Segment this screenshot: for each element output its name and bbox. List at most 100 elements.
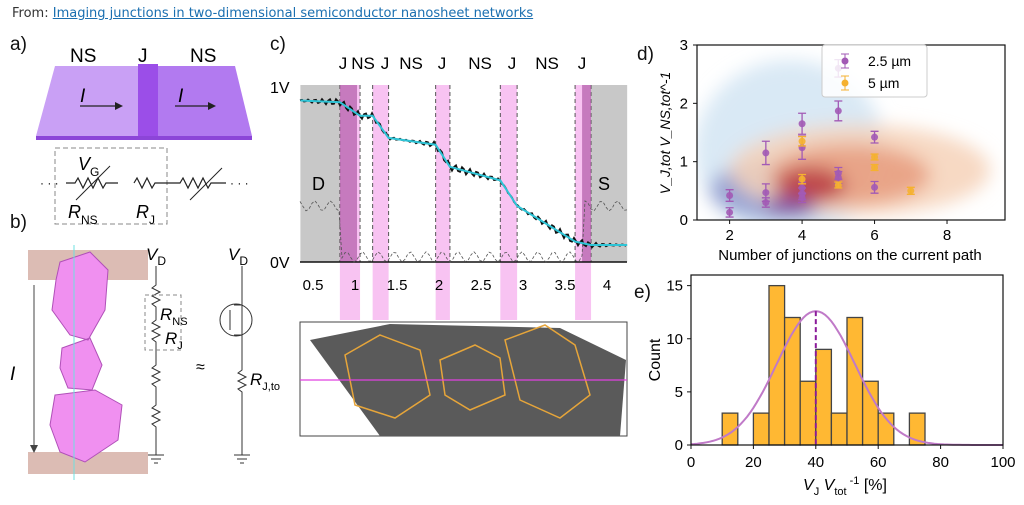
transistor-circuit-icon xyxy=(229,266,250,464)
histogram-bar xyxy=(861,380,879,446)
y-tick-label: 3 xyxy=(680,37,688,54)
unit-cell-box xyxy=(144,294,182,351)
approx-symbol: ≈ xyxy=(196,359,205,376)
y-tick-label: 1 xyxy=(680,154,688,171)
x-axis-label: VJ Vtot -1 [%] xyxy=(803,475,887,498)
flake-outlines xyxy=(344,324,591,419)
ns-right-label: NS xyxy=(190,46,216,67)
x-axis-label: Number of junctions on the current path xyxy=(718,247,981,264)
panel-c-label: c) xyxy=(270,34,286,55)
arrowhead-icon xyxy=(30,445,38,453)
region-label-j: J xyxy=(508,54,517,73)
legend-label: 2.5 µm xyxy=(868,53,911,69)
resistor-chain-icon xyxy=(66,176,226,190)
region-label-j: J xyxy=(339,54,348,73)
rj-label: RJ xyxy=(165,329,183,352)
y-tick-label: 15 xyxy=(666,278,683,295)
x-tick-label: 4 xyxy=(603,277,611,294)
junction-overlap xyxy=(138,64,158,138)
x-tick-label: 2.5 xyxy=(471,277,492,294)
region-label-ns: NS xyxy=(468,54,492,73)
source-label: S xyxy=(598,174,610,194)
panel-a-diagram: NS J NS I I · · · · · · VG RNS RJ xyxy=(36,46,252,227)
region-label-ns: NS xyxy=(535,54,559,73)
ns-left-label: NS xyxy=(70,46,96,67)
x-tick-label: 3.5 xyxy=(555,277,576,294)
panel-b-diagram: I VD RNS RJ ≈ VD RJ,tot xyxy=(10,245,280,480)
x-tick-label: 4 xyxy=(798,227,806,244)
y-tick-label: 0 xyxy=(675,437,683,454)
y-tick-label: 5 xyxy=(675,384,683,401)
series-resistor-network-icon xyxy=(148,266,164,464)
panel-e-label: e) xyxy=(634,282,651,303)
x-tick-label: 3 xyxy=(519,277,527,294)
region-label-ns: NS xyxy=(399,54,423,73)
x-tick-label: 0.5 xyxy=(303,277,324,294)
unit-cell-box xyxy=(54,147,168,225)
panel-b-label: b) xyxy=(10,212,27,233)
x-tick-label: 2 xyxy=(435,277,443,294)
y-top-label: 1V xyxy=(270,80,290,97)
nanosheet-flakes xyxy=(49,251,123,463)
y-tick-label: 10 xyxy=(666,331,683,348)
current-right-label: I xyxy=(178,86,184,107)
drain-region xyxy=(300,85,340,262)
data-point xyxy=(834,181,842,189)
panel-d-label: d) xyxy=(637,44,654,65)
x-tick-label: 1 xyxy=(351,277,359,294)
histogram-bar xyxy=(815,348,833,446)
plot-frame xyxy=(690,274,1004,446)
drain-label: D xyxy=(312,174,325,194)
fit-potential-line xyxy=(300,99,628,246)
source-prefix: From: xyxy=(12,6,53,21)
region-label-ns: NS xyxy=(351,54,375,73)
data-point xyxy=(798,120,806,128)
vd-label: VD xyxy=(146,245,166,268)
rns-label: RNS xyxy=(160,305,188,328)
data-point xyxy=(762,189,770,197)
data-point xyxy=(871,164,879,171)
x-tick-label: 80 xyxy=(932,454,949,471)
measured-potential-line xyxy=(299,97,627,249)
gradient-trace xyxy=(299,200,628,263)
source-region xyxy=(591,85,628,262)
y-tick-label: 0 xyxy=(680,212,688,229)
data-point xyxy=(726,192,734,199)
data-point xyxy=(834,107,842,115)
rns-label: RNS xyxy=(68,202,98,227)
y-axis-label: Count xyxy=(647,338,664,381)
y-bottom-label: 0V xyxy=(270,255,290,272)
region-label-j: J xyxy=(438,54,447,73)
junction-overlap-band xyxy=(582,85,592,262)
data-point xyxy=(798,194,806,202)
x-tick-label: 8 xyxy=(943,227,951,244)
x-tick-label: 0 xyxy=(687,454,695,471)
ellipsis-right: · · · xyxy=(230,176,249,190)
junction-ratio-scatter-chart: 2 4 6 8 0 1 2 3 Number of junctions on the curre… xyxy=(657,37,1006,264)
histogram-bar xyxy=(830,412,848,446)
region-label-j: J xyxy=(381,54,390,73)
data-point xyxy=(798,137,806,145)
variable-resistor-arrow-icon xyxy=(75,165,111,201)
current-left-label: I xyxy=(80,86,86,107)
nanosheet-left xyxy=(36,66,138,136)
junction-label: J xyxy=(138,46,148,67)
x-tick-label: 1.5 xyxy=(387,277,408,294)
histogram-bar xyxy=(783,316,801,446)
histogram-chart: 0 20 40 60 80 100 0 5 10 15 VJ Vtot -1 [%] Count xyxy=(647,274,1016,498)
article-link[interactable]: Imaging junctions in two-dimensional sem… xyxy=(52,6,534,21)
y-axis-label: V_J,tot V_NS,tot^-1 xyxy=(657,72,673,195)
nanosheet-right xyxy=(158,66,252,136)
region-label-j: J xyxy=(578,54,587,73)
histogram-bar xyxy=(799,380,817,446)
data-point xyxy=(871,133,879,141)
data-point xyxy=(871,183,879,191)
x-tick-label: 6 xyxy=(870,227,878,244)
panel-a-label: a) xyxy=(10,34,27,55)
source-electrode xyxy=(28,452,148,474)
x-tick-label: 100 xyxy=(990,454,1015,471)
nanosheet-edge xyxy=(36,136,252,140)
data-point xyxy=(762,199,770,206)
rj-label: RJ xyxy=(136,202,155,227)
potential-profile-chart: 1V 0V D S J NS J NS J NS J NS J0.5 1 1.5 2 2.5 3 3.5 4 xyxy=(270,54,628,437)
